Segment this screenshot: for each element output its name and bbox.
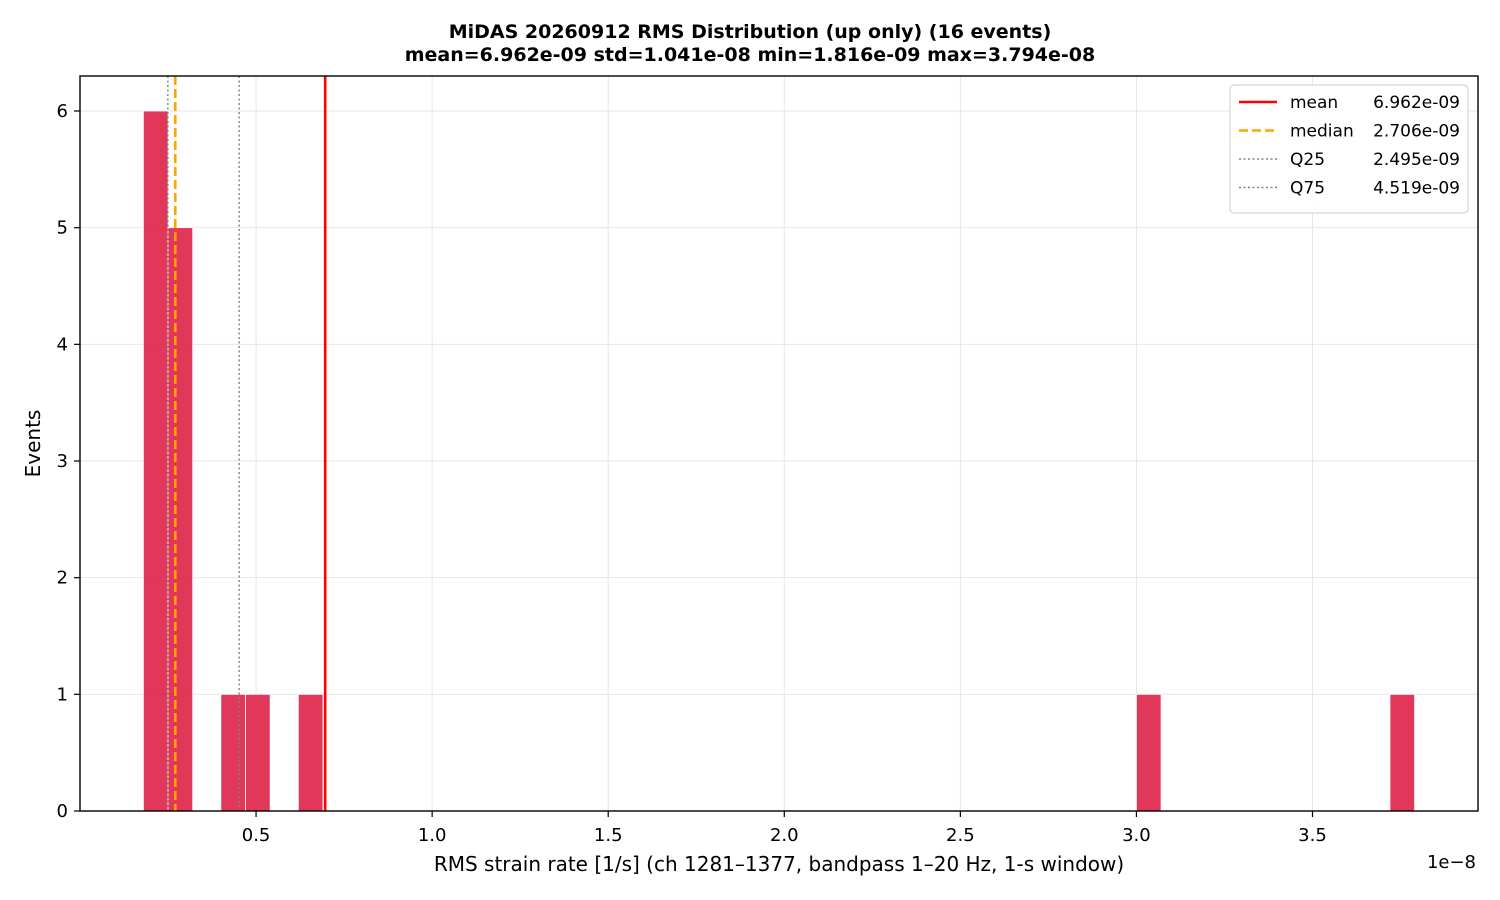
legend-label-median: median — [1290, 122, 1354, 142]
x-tick-label: 2.0 — [770, 825, 799, 846]
ticks-layer: 0.5 1.0 1.5 2.0 2.5 3.0 3.5 0 1 2 3 4 5 6 — [57, 101, 1327, 846]
y-tick-label: 5 — [57, 218, 68, 239]
y-tick-label: 1 — [57, 684, 68, 705]
y-tick-label: 6 — [57, 101, 68, 122]
y-tick-label: 4 — [57, 334, 68, 355]
x-axis-label: RMS strain rate [1/s] (ch 1281–1377, ban… — [434, 852, 1124, 876]
legend-label-mean: mean — [1290, 93, 1338, 113]
histogram-bar — [220, 693, 246, 812]
histogram-bar — [297, 693, 324, 812]
legend-value-mean: 6.962e-09 — [1373, 93, 1460, 113]
x-tick-label: 1.0 — [418, 825, 447, 846]
legend-value-q75: 4.519e-09 — [1373, 179, 1460, 199]
legend-label-q25: Q25 — [1290, 150, 1325, 170]
chart-title: MiDAS 20260912 RMS Distribution (up only… — [448, 21, 1052, 43]
reference-lines-layer — [167, 76, 327, 811]
histogram-bar — [142, 110, 169, 812]
chart-subtitle: mean=6.962e-09 std=1.041e-08 min=1.816e-… — [404, 44, 1096, 66]
legend: mean 6.962e-09 median 2.706e-09 Q25 2.495e-09… — [1229, 84, 1469, 214]
legend-value-median: 2.706e-09 — [1373, 122, 1460, 142]
histogram-bar — [245, 693, 271, 812]
legend-label-q75: Q75 — [1290, 179, 1325, 199]
x-axis-offset-label: 1e−8 — [1427, 852, 1476, 873]
histogram-bar — [1389, 693, 1416, 812]
x-tick-label: 0.5 — [242, 825, 271, 846]
x-tick-label: 3.0 — [1122, 825, 1151, 846]
y-axis-label: Events — [21, 410, 45, 478]
bars-layer — [142, 110, 1416, 812]
y-tick-label: 3 — [57, 451, 68, 472]
plot-frame — [79, 75, 1479, 812]
y-tick-label: 2 — [57, 568, 68, 589]
x-tick-label: 1.5 — [594, 825, 623, 846]
x-tick-label: 2.5 — [946, 825, 975, 846]
histogram-bar — [167, 227, 194, 812]
histogram-bar — [1136, 693, 1162, 812]
y-tick-label: 0 — [57, 801, 68, 822]
legend-box — [1229, 84, 1469, 214]
legend-value-q25: 2.495e-09 — [1373, 150, 1460, 170]
x-tick-label: 3.5 — [1298, 825, 1327, 846]
